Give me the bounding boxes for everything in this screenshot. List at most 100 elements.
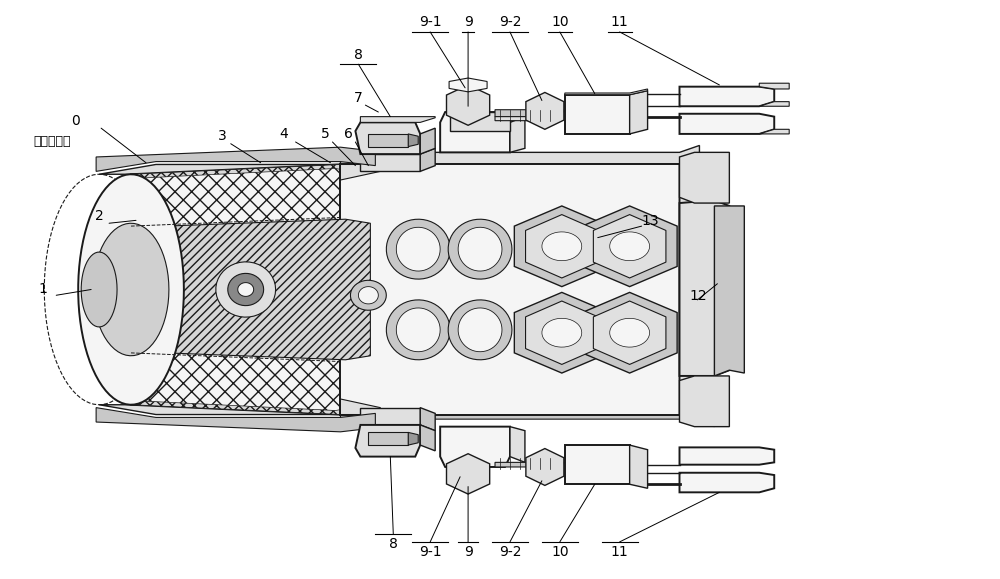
Polygon shape <box>514 292 609 373</box>
Text: 8: 8 <box>389 537 398 551</box>
Polygon shape <box>450 112 510 131</box>
Polygon shape <box>495 463 565 467</box>
Polygon shape <box>216 262 276 317</box>
Text: 7: 7 <box>354 91 363 105</box>
Polygon shape <box>458 228 502 271</box>
Text: 8: 8 <box>354 48 363 62</box>
Polygon shape <box>680 448 774 465</box>
Text: 1: 1 <box>39 283 48 296</box>
Text: 9: 9 <box>464 545 473 559</box>
Polygon shape <box>714 206 744 376</box>
Polygon shape <box>340 399 380 415</box>
Polygon shape <box>396 308 440 351</box>
Polygon shape <box>495 109 565 116</box>
Polygon shape <box>542 232 582 261</box>
Polygon shape <box>99 405 340 415</box>
Polygon shape <box>440 112 510 152</box>
Polygon shape <box>514 206 609 287</box>
Polygon shape <box>680 376 729 427</box>
Polygon shape <box>408 134 418 146</box>
Polygon shape <box>355 122 420 154</box>
Text: 6: 6 <box>344 127 353 141</box>
Text: 0: 0 <box>71 114 80 128</box>
Polygon shape <box>630 91 648 134</box>
Polygon shape <box>78 174 184 405</box>
Polygon shape <box>526 215 598 278</box>
Text: 11: 11 <box>611 15 629 29</box>
Text: 2: 2 <box>95 209 103 223</box>
Polygon shape <box>131 164 380 415</box>
Polygon shape <box>238 283 254 296</box>
Polygon shape <box>510 116 525 152</box>
Polygon shape <box>582 292 677 373</box>
Text: 10: 10 <box>551 15 569 29</box>
Polygon shape <box>368 134 408 146</box>
Polygon shape <box>340 164 380 180</box>
Polygon shape <box>610 318 650 347</box>
Polygon shape <box>136 219 370 360</box>
Polygon shape <box>96 147 375 171</box>
Polygon shape <box>131 164 370 189</box>
Text: 9: 9 <box>464 15 473 29</box>
Polygon shape <box>228 273 264 306</box>
Polygon shape <box>396 228 440 271</box>
Polygon shape <box>680 113 774 134</box>
Text: 13: 13 <box>642 214 659 229</box>
Polygon shape <box>759 129 789 134</box>
Text: 10: 10 <box>551 545 569 559</box>
Polygon shape <box>386 219 450 279</box>
Polygon shape <box>420 425 435 451</box>
Polygon shape <box>446 85 490 125</box>
Polygon shape <box>93 223 169 356</box>
Polygon shape <box>542 318 582 347</box>
Polygon shape <box>526 93 564 129</box>
Text: 9-1: 9-1 <box>419 545 442 559</box>
Text: 5: 5 <box>321 127 330 141</box>
Polygon shape <box>526 449 564 485</box>
Polygon shape <box>446 454 490 494</box>
Polygon shape <box>593 215 666 278</box>
Polygon shape <box>440 427 510 467</box>
Text: （试验件）: （试验件） <box>33 135 71 148</box>
Polygon shape <box>358 287 378 304</box>
Polygon shape <box>593 301 666 364</box>
Polygon shape <box>680 472 774 492</box>
Polygon shape <box>630 445 648 488</box>
Polygon shape <box>565 95 630 134</box>
Polygon shape <box>350 280 386 310</box>
Polygon shape <box>448 300 512 360</box>
Polygon shape <box>759 102 789 107</box>
Polygon shape <box>355 425 420 457</box>
Polygon shape <box>340 145 699 164</box>
Polygon shape <box>495 116 563 120</box>
Polygon shape <box>340 164 680 415</box>
Text: 11: 11 <box>611 545 629 559</box>
Polygon shape <box>96 408 375 432</box>
Polygon shape <box>81 252 117 327</box>
Polygon shape <box>582 206 677 287</box>
Polygon shape <box>449 78 487 92</box>
Text: 3: 3 <box>218 129 227 142</box>
Polygon shape <box>610 232 650 261</box>
Polygon shape <box>680 200 729 376</box>
Text: 9-1: 9-1 <box>419 15 442 29</box>
Polygon shape <box>680 152 729 203</box>
Polygon shape <box>136 168 373 411</box>
Polygon shape <box>565 445 630 484</box>
Polygon shape <box>680 157 714 422</box>
Polygon shape <box>448 219 512 279</box>
Text: 9-2: 9-2 <box>499 15 521 29</box>
Polygon shape <box>360 116 435 122</box>
Polygon shape <box>408 433 418 445</box>
Polygon shape <box>420 408 435 431</box>
Text: 12: 12 <box>689 290 707 303</box>
Polygon shape <box>420 148 435 171</box>
Polygon shape <box>386 300 450 360</box>
Polygon shape <box>368 433 408 445</box>
Polygon shape <box>360 408 420 425</box>
Polygon shape <box>759 83 789 89</box>
Text: 9-2: 9-2 <box>499 545 521 559</box>
Polygon shape <box>340 415 714 427</box>
Polygon shape <box>680 87 774 107</box>
Polygon shape <box>420 128 435 154</box>
